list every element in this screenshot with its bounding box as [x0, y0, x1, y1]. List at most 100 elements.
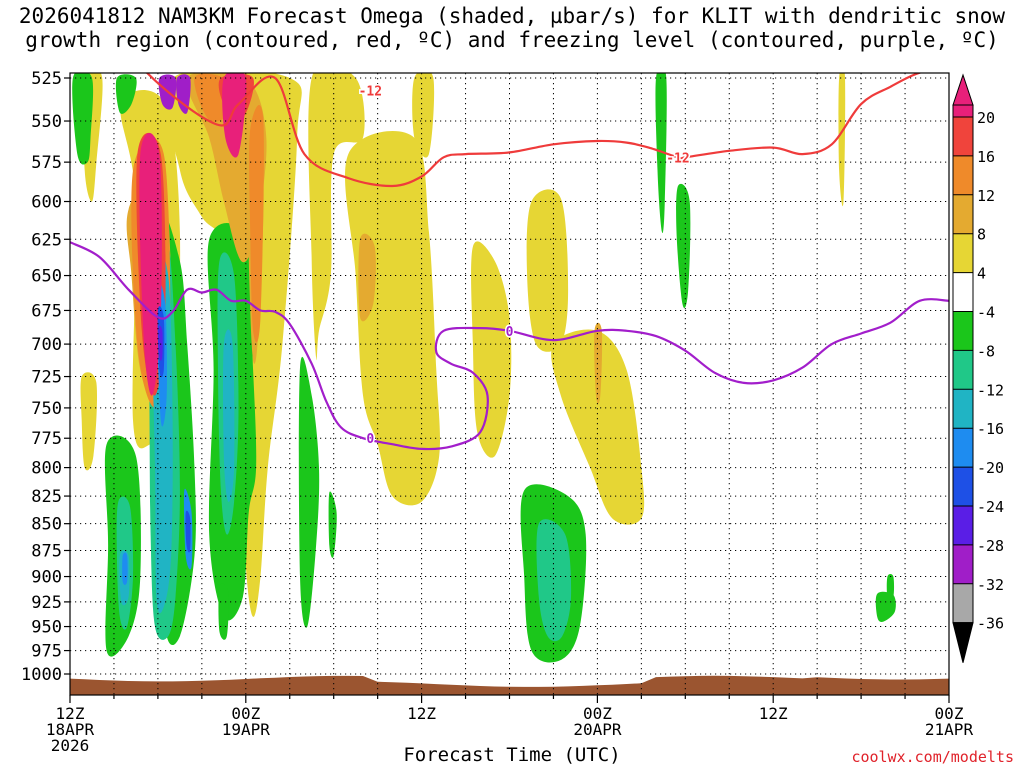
colorbar-label: -4 [977, 304, 995, 322]
omega-region [676, 183, 691, 309]
chart-title: 2026041812 NAM3KM Forecast Omega (shaded… [0, 4, 1024, 52]
y-tick-label: 1000 [21, 665, 62, 685]
y-tick-label: 650 [31, 267, 62, 287]
colorbar-box [953, 389, 973, 429]
contour-line [70, 241, 949, 451]
y-tick-label: 925 [31, 593, 62, 613]
colorbar-box [953, 428, 973, 468]
x-tick-label: 19APR [222, 720, 271, 739]
contour-label: -12 [666, 151, 689, 166]
x-tick-label: 00Z [935, 704, 964, 723]
omega-region [122, 552, 128, 585]
omega-region [345, 131, 441, 506]
omega-region [218, 583, 229, 640]
x-tick-label: 00Z [231, 704, 260, 723]
x-tick-label: 00Z [583, 704, 612, 723]
omega-region [185, 510, 191, 553]
colorbar-label: -32 [977, 576, 1004, 594]
y-tick-label: 875 [31, 541, 62, 561]
colorbar-label: 20 [977, 109, 995, 127]
y-tick-label: 800 [31, 459, 62, 479]
colorbar-label: -24 [977, 498, 1004, 516]
x-tick-label: 18APR [46, 720, 95, 739]
x-axis-label: Forecast Time (UTC) [403, 744, 621, 766]
y-tick-label: 575 [31, 153, 62, 173]
omega-shading [72, 73, 896, 663]
y-tick-label: 525 [31, 69, 62, 89]
colorbar-label: 8 [977, 226, 986, 244]
omega-region [176, 74, 191, 114]
omega-region [222, 73, 247, 158]
y-tick-label: 750 [31, 399, 62, 419]
colorbar-box [953, 506, 973, 545]
terrain-fill [70, 675, 949, 695]
y-tick-label: 975 [31, 642, 62, 662]
colorbar-top-arrow [952, 73, 974, 106]
colorbar-label: -16 [977, 420, 1004, 438]
omega-region [886, 574, 895, 600]
omega-region [115, 74, 137, 114]
watermark[interactable]: coolwx.com/modelts [851, 748, 1014, 766]
omega-region [139, 132, 162, 396]
y-tick-label: 900 [31, 568, 62, 588]
omega-region [536, 519, 572, 642]
colorbar-box [953, 194, 973, 234]
colorbar: 20 16 12 8 4 -4 -8 -12 -16 -20 -24 -28 -32 -36 [952, 73, 1004, 663]
x-tick-label: 12Z [407, 704, 436, 723]
y-tick-label: 850 [31, 515, 62, 535]
omega-region [358, 233, 376, 322]
colorbar-box [953, 311, 973, 351]
x-tick-label: 21APR [925, 720, 974, 739]
colorbar-box [953, 117, 973, 156]
y-tick-label: 775 [31, 429, 62, 449]
colorbar-label: -28 [977, 537, 1004, 555]
colorbar-label: -8 [977, 342, 995, 360]
title-line-1: 2026041812 NAM3KM Forecast Omega (shaded… [18, 4, 1006, 28]
omega-region [165, 73, 302, 617]
x-tick-label: 20APR [573, 720, 622, 739]
x-tick-label: 12Z [56, 704, 85, 723]
omega-region [308, 73, 365, 360]
colorbar-label: 12 [977, 187, 995, 205]
colorbar-bottom-arrow [952, 622, 974, 663]
colorbar-label: 4 [977, 265, 986, 283]
contour-label: -12 [359, 84, 382, 99]
contours: -12 -12 0 0 [70, 73, 949, 451]
colorbar-box [953, 233, 973, 273]
contour-label: 0 [506, 325, 514, 340]
x-tick-label: 2026 [51, 736, 90, 755]
colorbar-box [953, 350, 973, 390]
colorbar-box [953, 155, 973, 195]
y-tick-label: 625 [31, 230, 62, 250]
y-tick-label: 550 [31, 112, 62, 132]
y-tick-label: 950 [31, 618, 62, 638]
colorbar-label: -12 [977, 381, 1004, 399]
title-line-2: growth region (contoured, red, ºC) and f… [25, 28, 999, 52]
terrain [70, 675, 949, 695]
colorbar-label: -36 [977, 615, 1004, 633]
y-tick-label: 700 [31, 335, 62, 355]
omega-region [594, 322, 603, 404]
omega-region [526, 189, 569, 352]
omega-region [298, 356, 320, 628]
omega-region [655, 73, 667, 234]
contour-label: 0 [366, 432, 374, 447]
y-tick-label: 825 [31, 487, 62, 507]
omega-region [412, 73, 435, 158]
y-tick-label: 600 [31, 193, 62, 213]
colorbar-label: -20 [977, 459, 1004, 477]
y-tick-label: 725 [31, 368, 62, 388]
omega-region [838, 73, 846, 206]
omega-region [72, 73, 94, 165]
y-axis: 525 550 575 600 625 650 675 700 725 750 775 800 825 8… [21, 69, 70, 685]
omega-region [551, 329, 645, 525]
colorbar-box [953, 105, 973, 117]
colorbar-box [953, 272, 973, 312]
colorbar-box [953, 544, 973, 584]
contour-line [145, 73, 924, 188]
colorbar-box [953, 467, 973, 506]
colorbar-label: 16 [977, 148, 995, 166]
gridlines [70, 73, 949, 695]
